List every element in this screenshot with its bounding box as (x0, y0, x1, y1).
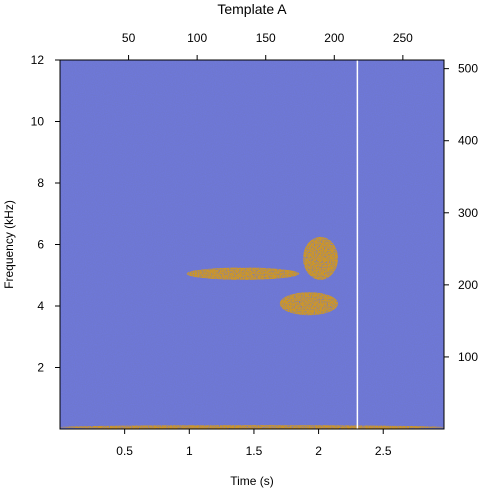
spectrogram-texture (60, 60, 444, 429)
top-tick-label: 250 (393, 31, 413, 45)
y-axis-label: Frequency (kHz) (2, 200, 16, 289)
x-tick-label: 2 (315, 444, 322, 458)
top-tick-label: 50 (122, 31, 136, 45)
y-tick-label: 2 (37, 361, 44, 375)
template-regions (60, 236, 444, 429)
x-tick-label: 0.5 (116, 444, 133, 458)
top-tick-label: 100 (187, 31, 207, 45)
y-tick-label: 12 (31, 53, 45, 67)
top-tick-label: 200 (324, 31, 344, 45)
y-axis-left: 2 4 6 8 10 12 (31, 53, 60, 375)
x-axis-bottom: 0.5 1 1.5 2 2.5 (116, 429, 392, 458)
right-tick-label: 200 (458, 278, 478, 292)
y-tick-label: 8 (37, 176, 44, 190)
top-tick-label: 150 (256, 31, 276, 45)
right-tick-label: 400 (458, 134, 478, 148)
right-tick-label: 500 (458, 62, 478, 76)
x-axis-top: 50 100 150 200 250 (122, 31, 413, 60)
spectrogram-heatmap (59, 59, 445, 430)
right-tick-label: 100 (458, 350, 478, 364)
template-region-4 (60, 425, 444, 429)
x-axis-label: Time (s) (230, 474, 274, 488)
chart-title: Template A (217, 1, 287, 17)
x-tick-label: 1.5 (246, 444, 263, 458)
y-tick-label: 10 (31, 115, 45, 129)
y-axis-right: 100 200 300 400 500 (444, 62, 478, 364)
y-tick-label: 4 (37, 299, 44, 313)
x-tick-label: 2.5 (375, 444, 392, 458)
y-tick-label: 6 (37, 238, 44, 252)
template-region-1 (186, 267, 300, 280)
template-region-2 (279, 292, 338, 316)
template-region-3 (303, 236, 338, 280)
right-tick-label: 300 (458, 206, 478, 220)
x-tick-label: 1 (186, 444, 193, 458)
